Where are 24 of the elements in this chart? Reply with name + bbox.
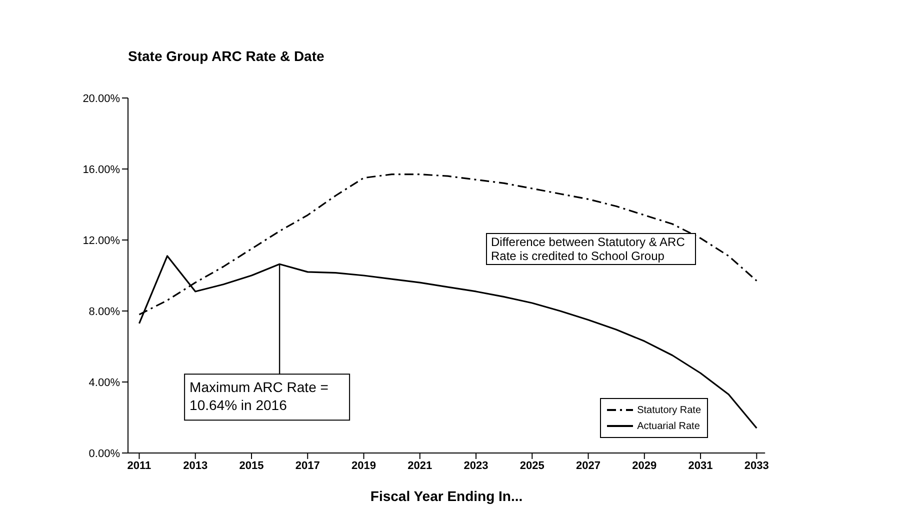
legend-label: Actuarial Rate xyxy=(637,420,700,432)
y-tick-label: 12.00% xyxy=(82,234,120,247)
x-tick-label: 2019 xyxy=(352,460,376,472)
x-tick-label: 2011 xyxy=(127,460,152,472)
x-axis-title: Fiscal Year Ending In... xyxy=(370,488,523,504)
y-tick-label: 4.00% xyxy=(88,376,120,389)
x-tick-label: 2033 xyxy=(744,460,769,472)
chart-title: State Group ARC Rate & Date xyxy=(128,48,324,64)
x-tick-label: 2023 xyxy=(464,460,488,472)
x-tick-label: 2017 xyxy=(295,460,320,472)
x-tick-label: 2027 xyxy=(576,460,601,472)
y-tick-label: 16.00% xyxy=(82,164,120,176)
x-tick-label: 2031 xyxy=(688,460,713,472)
y-tick-label: 8.00% xyxy=(88,306,120,318)
y-tick-label: 0.00% xyxy=(88,448,120,460)
annotation: Maximum ARC Rate = 10.64% in 2016 xyxy=(190,379,328,414)
y-tick-label: 20.00% xyxy=(82,92,120,105)
annotation: Difference between Statutory & ARC Rate is credited to School Group xyxy=(486,233,696,265)
x-tick-label: 2025 xyxy=(520,460,544,472)
legend-label: Statutory Rate xyxy=(637,404,701,416)
x-tick-label: 2029 xyxy=(632,460,657,472)
x-tick-label: 2013 xyxy=(183,460,208,472)
x-tick-label: 2015 xyxy=(239,460,264,472)
x-tick-label: 2021 xyxy=(408,460,432,472)
